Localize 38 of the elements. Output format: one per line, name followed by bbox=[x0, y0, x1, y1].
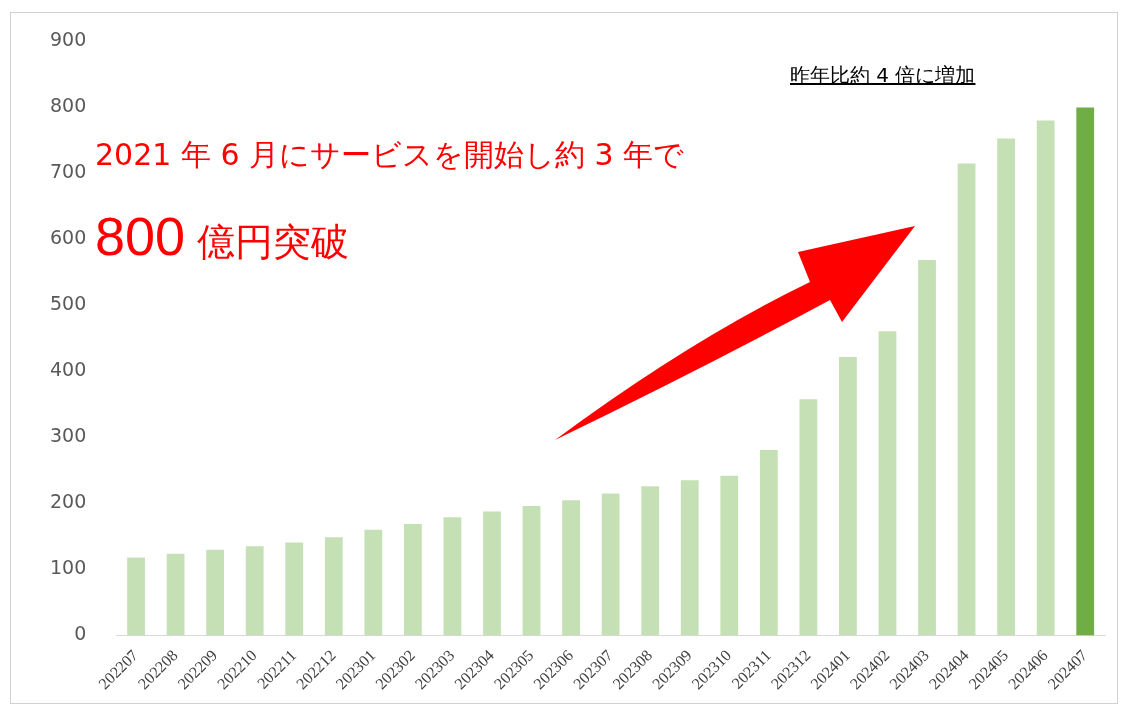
y-tick-label: 800 bbox=[50, 94, 87, 117]
y-tick-label: 300 bbox=[50, 424, 87, 447]
y-tick-label: 900 bbox=[50, 28, 87, 51]
y-tick-label: 200 bbox=[50, 490, 87, 513]
bar bbox=[324, 537, 343, 636]
y-tick-label: 700 bbox=[50, 160, 87, 183]
bar bbox=[918, 259, 936, 636]
bar bbox=[483, 511, 501, 636]
bar bbox=[720, 475, 739, 636]
bar bbox=[285, 542, 304, 636]
y-tick-label: 600 bbox=[50, 226, 87, 249]
bar bbox=[364, 529, 383, 636]
bar bbox=[839, 356, 857, 636]
bar bbox=[878, 331, 897, 636]
bar bbox=[1036, 120, 1055, 636]
annotation: 昨年比約 4 倍に増加 bbox=[790, 62, 976, 89]
bar bbox=[206, 549, 225, 636]
y-tick-label: 500 bbox=[50, 292, 87, 315]
bar bbox=[166, 553, 185, 636]
bar bbox=[601, 493, 620, 636]
bar bbox=[127, 557, 145, 636]
y-tick-label: 0 bbox=[74, 622, 87, 645]
bar bbox=[522, 506, 541, 636]
bar bbox=[957, 163, 976, 636]
annotation: 800 億円突破 bbox=[95, 205, 350, 268]
bar bbox=[443, 517, 462, 636]
bar bbox=[799, 399, 818, 636]
y-tick-label: 100 bbox=[50, 556, 87, 579]
bar bbox=[403, 523, 422, 636]
annotation: 2021 年 6 月にサービスを開始し約 3 年で bbox=[95, 136, 685, 174]
bar bbox=[641, 486, 660, 636]
bar bbox=[759, 450, 778, 636]
bar bbox=[562, 500, 580, 636]
bar bbox=[997, 138, 1016, 636]
y-tick-label: 400 bbox=[50, 358, 87, 381]
bar bbox=[245, 546, 264, 636]
bar bbox=[1076, 107, 1095, 636]
bar bbox=[680, 480, 699, 636]
